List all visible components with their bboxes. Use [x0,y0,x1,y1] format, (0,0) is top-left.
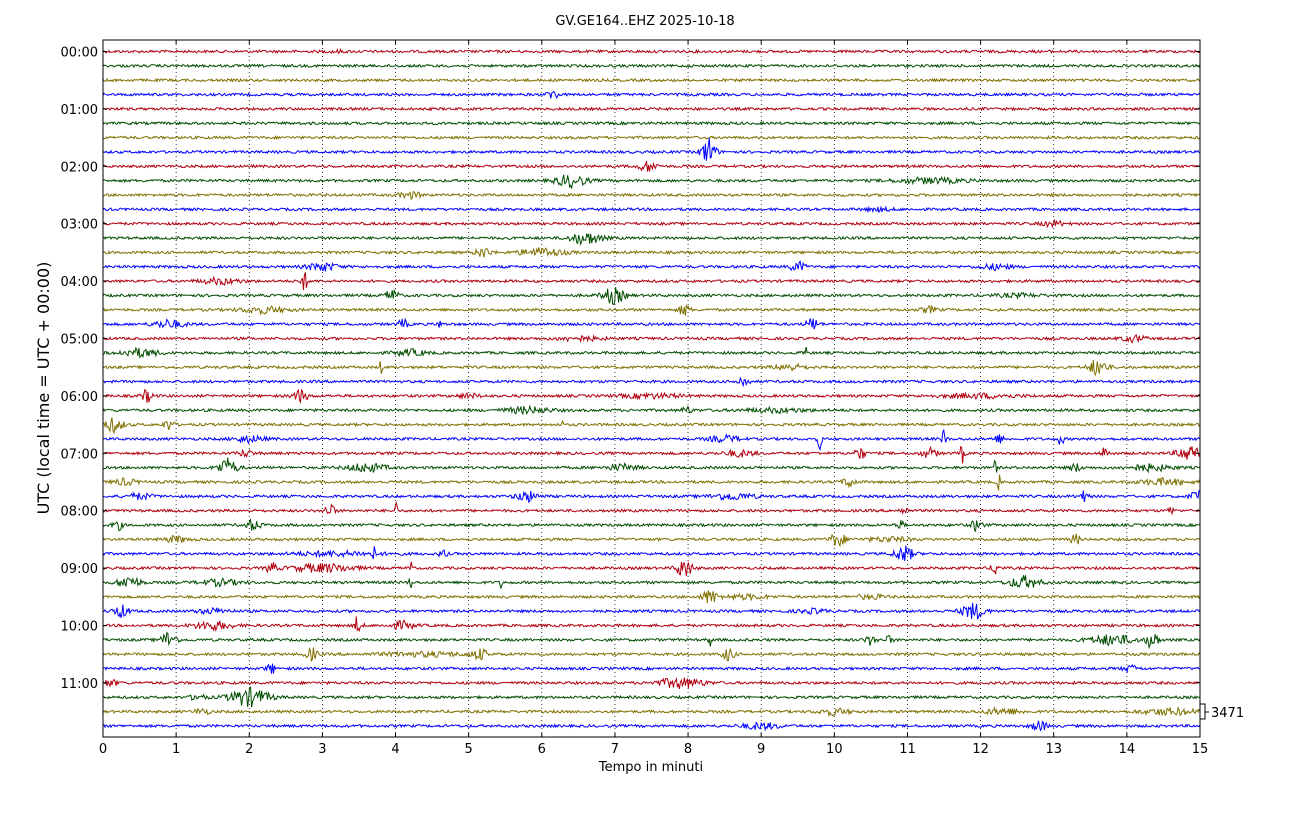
trace-line [102,120,1201,126]
x-tick-label: 0 [99,742,107,757]
y-tick-label: 07:00 [61,447,98,462]
trace-line [102,174,1201,190]
trace-line [102,545,1201,562]
trace-line [102,376,1201,388]
trace-line [102,445,1201,464]
trace-line [102,489,1201,504]
trace-line [102,317,1201,330]
x-tick-label: 8 [684,742,692,757]
trace-line [102,90,1201,100]
trace-line [102,106,1200,112]
y-tick-label: 02:00 [61,160,98,175]
x-tick-label: 12 [972,742,989,757]
trace-line [102,137,1201,161]
x-tick-label: 7 [611,742,619,757]
plot-frame [102,39,1201,738]
trace-line [102,272,1201,291]
trace-line [102,561,1201,577]
trace-line [102,218,1201,229]
trace-line [102,304,1201,316]
y-tick-label: 04:00 [61,275,98,290]
trace-line [102,417,1201,435]
y-tick-label: 05:00 [61,333,98,348]
trace-line [102,160,1201,172]
y-tick-label: 09:00 [61,562,98,577]
grid-lines [175,40,1128,737]
trace-line [102,706,1201,718]
x-tick-label: 5 [465,742,473,757]
x-tick-label: 1 [172,742,180,757]
trace-line [102,474,1201,491]
x-tick-label: 3 [318,742,326,757]
y-tick-label: 03:00 [61,218,98,233]
y-tick-label: 11:00 [61,677,98,692]
trace-line [102,677,1201,690]
y-tick-label: 01:00 [61,103,98,118]
y-axis-label: UTC (local time = UTC + 00:00) [34,262,53,515]
trace-line [102,360,1201,377]
x-tick-label: 13 [1045,742,1062,757]
x-tick-label: 10 [826,742,843,757]
trace-line [102,247,1201,258]
trace-line [102,260,1201,272]
x-axis: 0 1 2 3 4 5 6 7 8 9 10 11 12 13 14 15 [99,40,1208,757]
trace-line [102,47,1201,55]
x-tick-label: 4 [391,742,399,757]
x-tick-label: 9 [757,742,765,757]
x-axis-label: Tempo in minuti [598,760,703,775]
seismic-traces [102,47,1201,732]
trace-line [102,404,1201,416]
y-tick-label: 06:00 [61,390,98,405]
trace-line [102,333,1201,344]
y-tick-label: 10:00 [61,620,98,635]
trace-line [102,533,1201,548]
trace-line [102,205,1201,214]
y-axis: 00:00 01:00 02:00 03:00 04:00 05:00 06:00 07:00… [61,46,1200,692]
x-tick-label: 6 [538,742,546,757]
trace-line [102,191,1201,201]
trace-line [102,663,1200,674]
x-tick-label: 2 [245,742,253,757]
trace-line [102,388,1201,404]
trace-line [102,518,1201,533]
trace-line [102,720,1201,732]
scale-bar-label: 3471 [1211,706,1244,721]
y-tick-label: 08:00 [61,505,98,520]
trace-line [103,686,1201,708]
trace-line [102,77,1201,83]
x-tick-label: 14 [1119,742,1136,757]
trace-line [102,429,1201,452]
x-tick-label: 15 [1192,742,1209,757]
trace-line [102,63,1201,69]
trace-line [102,500,1201,516]
trace-line [102,233,1201,247]
trace-line [102,590,1201,604]
trace-line [102,457,1201,474]
y-tick-label: 00:00 [61,46,98,61]
trace-line [102,575,1201,590]
trace-line [102,616,1201,633]
chart-title: GV.GE164..EHZ 2025-10-18 [555,14,734,29]
trace-line [102,135,1201,141]
trace-line [102,632,1201,650]
trace-line [102,346,1200,359]
amplitude-scale-bar: 3471 [1199,703,1244,721]
scale-bar-bracket [1199,703,1206,720]
x-tick-label: 11 [899,742,916,757]
trace-line [102,602,1201,620]
trace-line [102,287,1201,306]
trace-line [102,647,1201,662]
